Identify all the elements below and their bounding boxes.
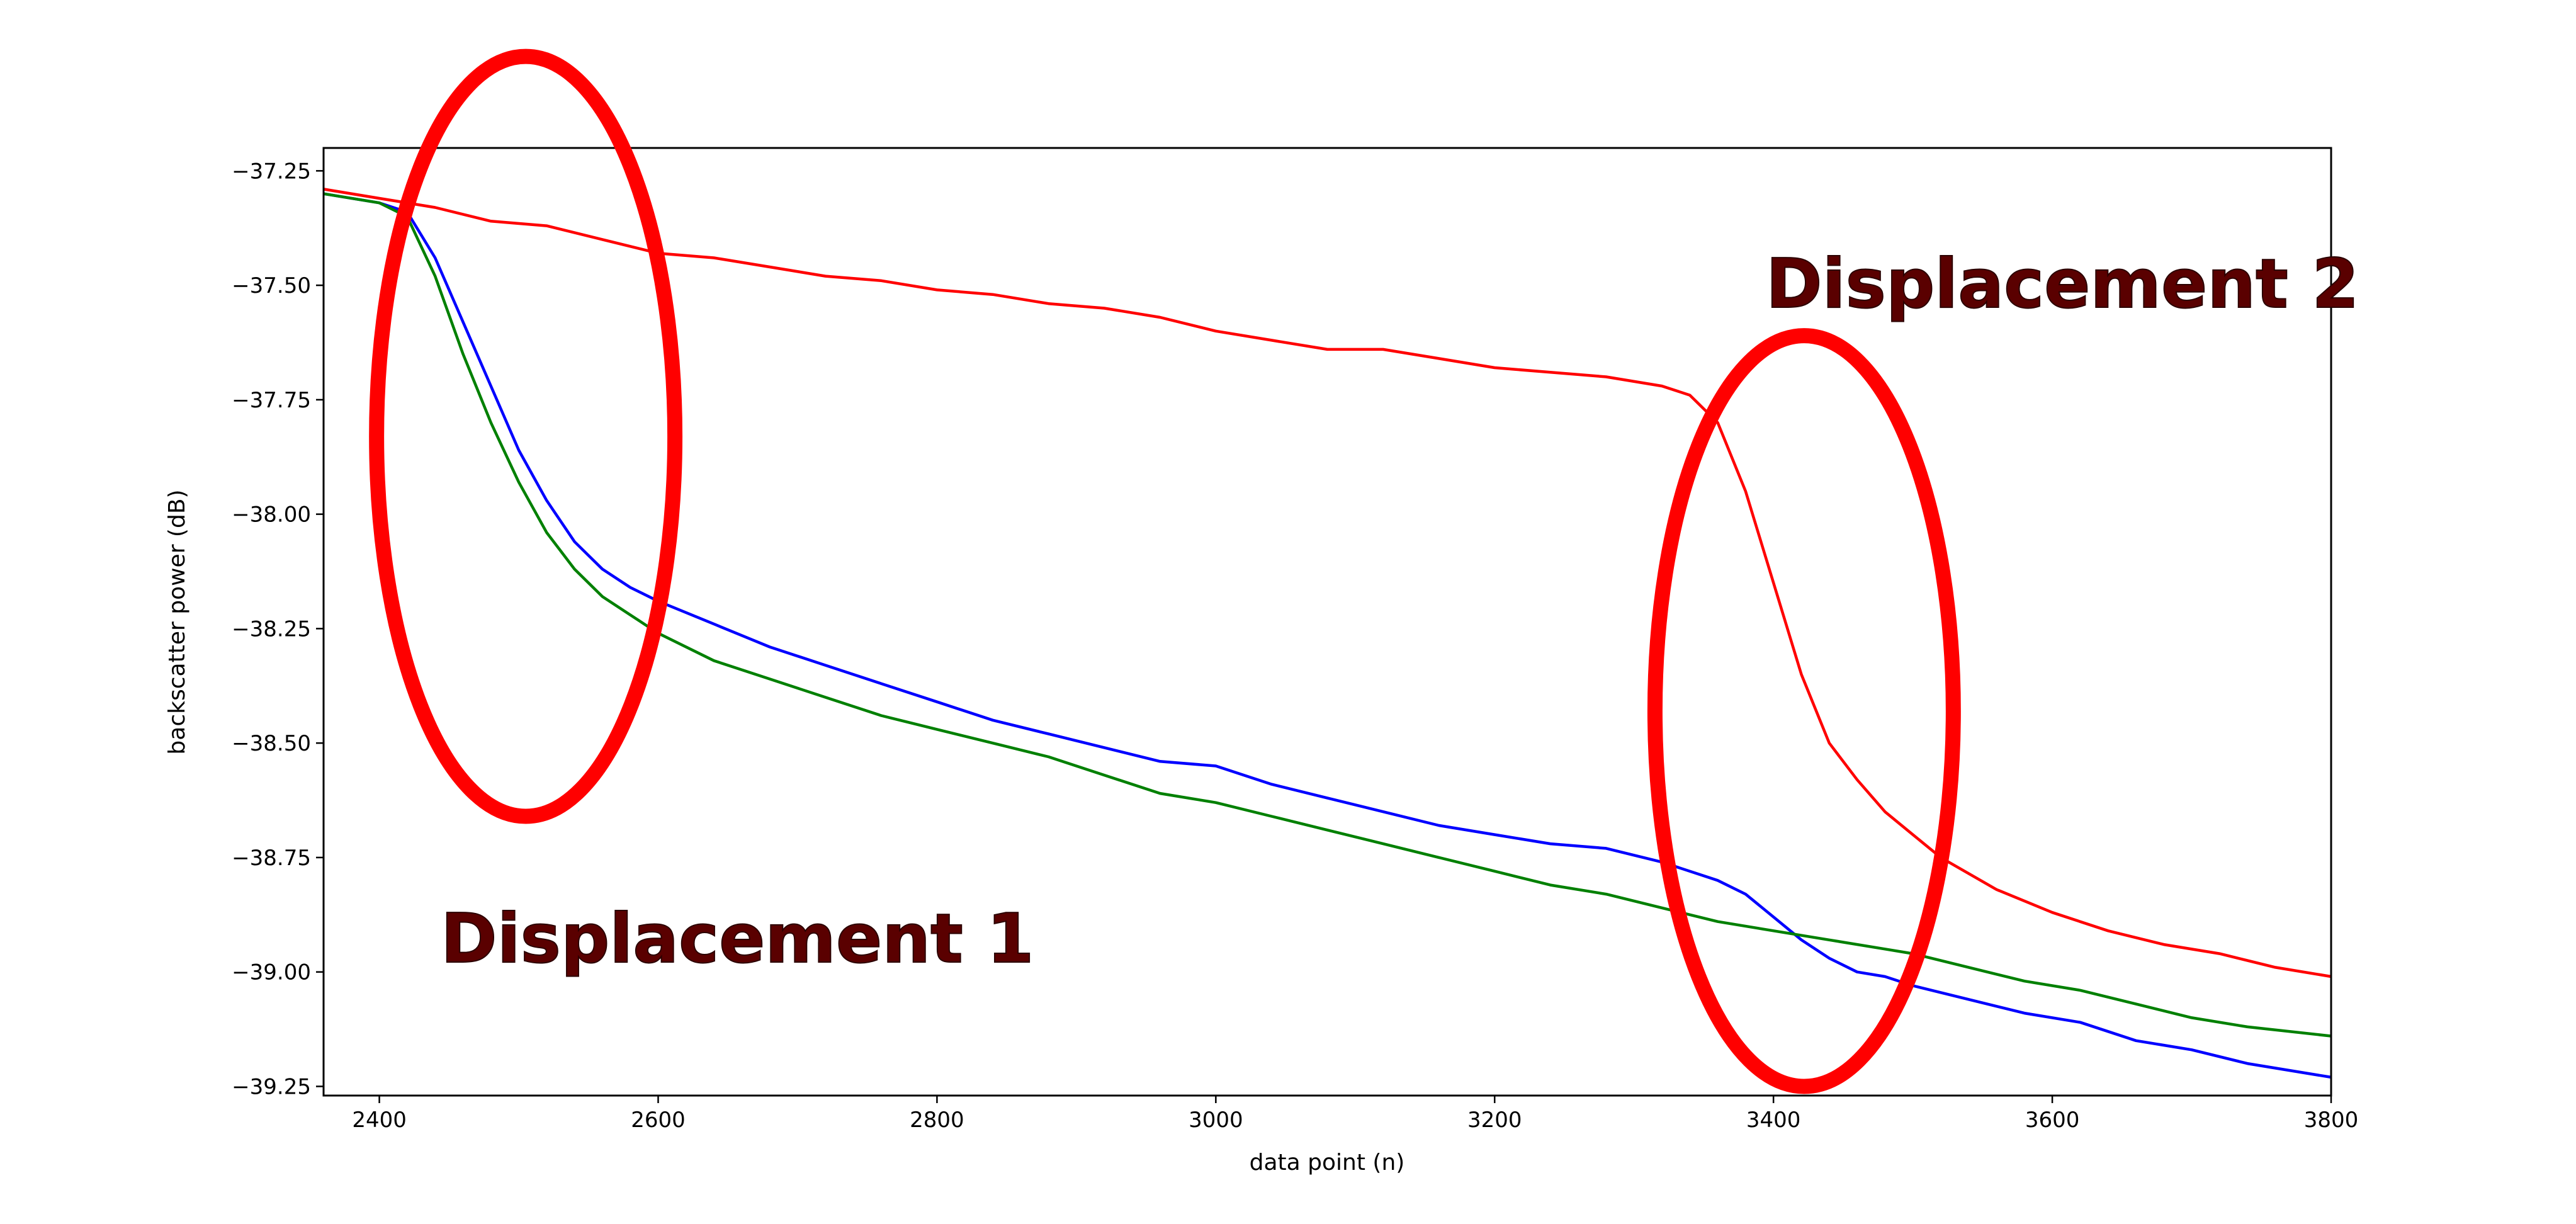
y-tick-label: −38.50 <box>232 731 311 756</box>
y-tick-label: −39.00 <box>232 960 311 985</box>
x-axis-title: data point (n) <box>1250 1150 1405 1176</box>
x-tick-label: 3200 <box>1467 1108 1522 1133</box>
y-axis-title: backscatter power (dB) <box>164 489 190 754</box>
x-axis: 2400 2600 2800 3000 3200 3400 3600 3800 <box>352 1096 2358 1133</box>
x-tick-label: 2400 <box>352 1108 407 1133</box>
x-tick-label: 3000 <box>1189 1108 1243 1133</box>
annotation-label-2: Displacement 2 <box>1766 245 2359 324</box>
annotation-label-1: Displacement 1 <box>441 900 1034 978</box>
y-tick-label: −39.25 <box>232 1074 311 1099</box>
x-tick-label: 3800 <box>2304 1108 2359 1133</box>
y-tick-label: −38.25 <box>232 616 311 642</box>
annotation-ellipse-2 <box>1647 328 1961 1094</box>
y-tick-label: −37.25 <box>232 159 311 184</box>
x-tick-label: 3600 <box>2025 1108 2080 1133</box>
y-axis: −37.25 −37.50 −37.75 −38.00 −38.25 −38.50 −38.… <box>232 159 324 1099</box>
x-tick-label: 2800 <box>910 1108 964 1133</box>
y-tick-label: −38.00 <box>232 502 311 528</box>
annotation-ellipse-1 <box>369 48 683 824</box>
y-tick-label: −37.50 <box>232 273 311 298</box>
y-tick-label: −38.75 <box>232 846 311 871</box>
y-tick-label: −37.75 <box>232 388 311 413</box>
series-line-1 <box>323 188 2332 978</box>
x-tick-label: 2600 <box>631 1108 686 1133</box>
annotation-layer <box>369 48 1961 1094</box>
x-tick-label: 3400 <box>1746 1108 1801 1133</box>
plot-area-frame <box>322 147 2332 1097</box>
